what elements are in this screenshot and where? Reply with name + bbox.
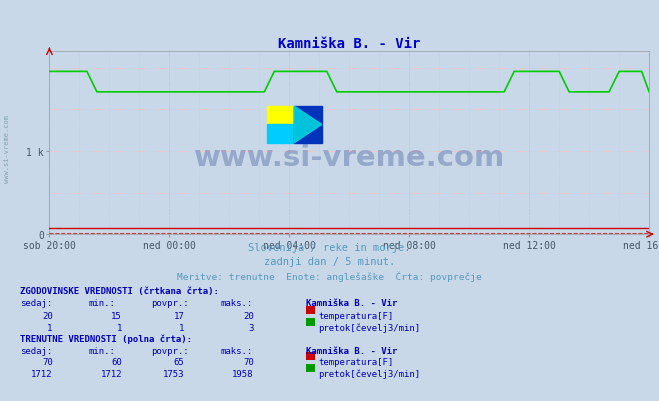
Text: temperatura[F]: temperatura[F] [318, 357, 393, 366]
Text: sedaj:: sedaj: [20, 299, 52, 308]
Text: 70: 70 [42, 357, 53, 366]
Text: Kamniška B. - Vir: Kamniška B. - Vir [306, 299, 398, 308]
Text: maks.:: maks.: [221, 299, 253, 308]
Text: Meritve: trenutne  Enote: anglešaške  Črta: povprečje: Meritve: trenutne Enote: anglešaške Črta… [177, 271, 482, 281]
Text: 1: 1 [179, 323, 185, 332]
Text: TRENUTNE VREDNOSTI (polna črta):: TRENUTNE VREDNOSTI (polna črta): [20, 334, 192, 343]
Text: 1: 1 [47, 323, 53, 332]
Text: maks.:: maks.: [221, 346, 253, 354]
Text: 1753: 1753 [163, 369, 185, 378]
Text: 15: 15 [111, 311, 122, 320]
Text: 1: 1 [117, 323, 122, 332]
Text: povpr.:: povpr.: [152, 346, 189, 354]
Text: 65: 65 [174, 357, 185, 366]
Text: 3: 3 [248, 323, 254, 332]
Text: pretok[čevelj3/min]: pretok[čevelj3/min] [318, 323, 420, 332]
Text: min.:: min.: [89, 346, 116, 354]
Text: 1958: 1958 [232, 369, 254, 378]
Text: 17: 17 [174, 311, 185, 320]
Text: 70: 70 [243, 357, 254, 366]
Text: Slovenija / reke in morje.: Slovenija / reke in morje. [248, 243, 411, 253]
Text: www.si-vreme.com: www.si-vreme.com [194, 144, 505, 172]
Text: 60: 60 [111, 357, 122, 366]
Text: 1712: 1712 [100, 369, 122, 378]
Text: povpr.:: povpr.: [152, 299, 189, 308]
Polygon shape [295, 107, 322, 143]
Title: Kamniška B. - Vir: Kamniška B. - Vir [278, 37, 420, 51]
Text: zadnji dan / 5 minut.: zadnji dan / 5 minut. [264, 257, 395, 267]
Bar [267, 107, 295, 125]
Text: sedaj:: sedaj: [20, 346, 52, 354]
Bar [295, 107, 322, 143]
Text: pretok[čevelj3/min]: pretok[čevelj3/min] [318, 369, 420, 379]
Text: Kamniška B. - Vir: Kamniška B. - Vir [306, 346, 398, 354]
Text: ZGODOVINSKE VREDNOSTI (črtkana črta):: ZGODOVINSKE VREDNOSTI (črtkana črta): [20, 287, 219, 296]
Text: 1712: 1712 [31, 369, 53, 378]
Bar [267, 125, 295, 143]
Text: 20: 20 [42, 311, 53, 320]
Text: temperatura[F]: temperatura[F] [318, 311, 393, 320]
Text: www.si-vreme.com: www.si-vreme.com [3, 114, 10, 182]
Text: 20: 20 [243, 311, 254, 320]
Text: min.:: min.: [89, 299, 116, 308]
